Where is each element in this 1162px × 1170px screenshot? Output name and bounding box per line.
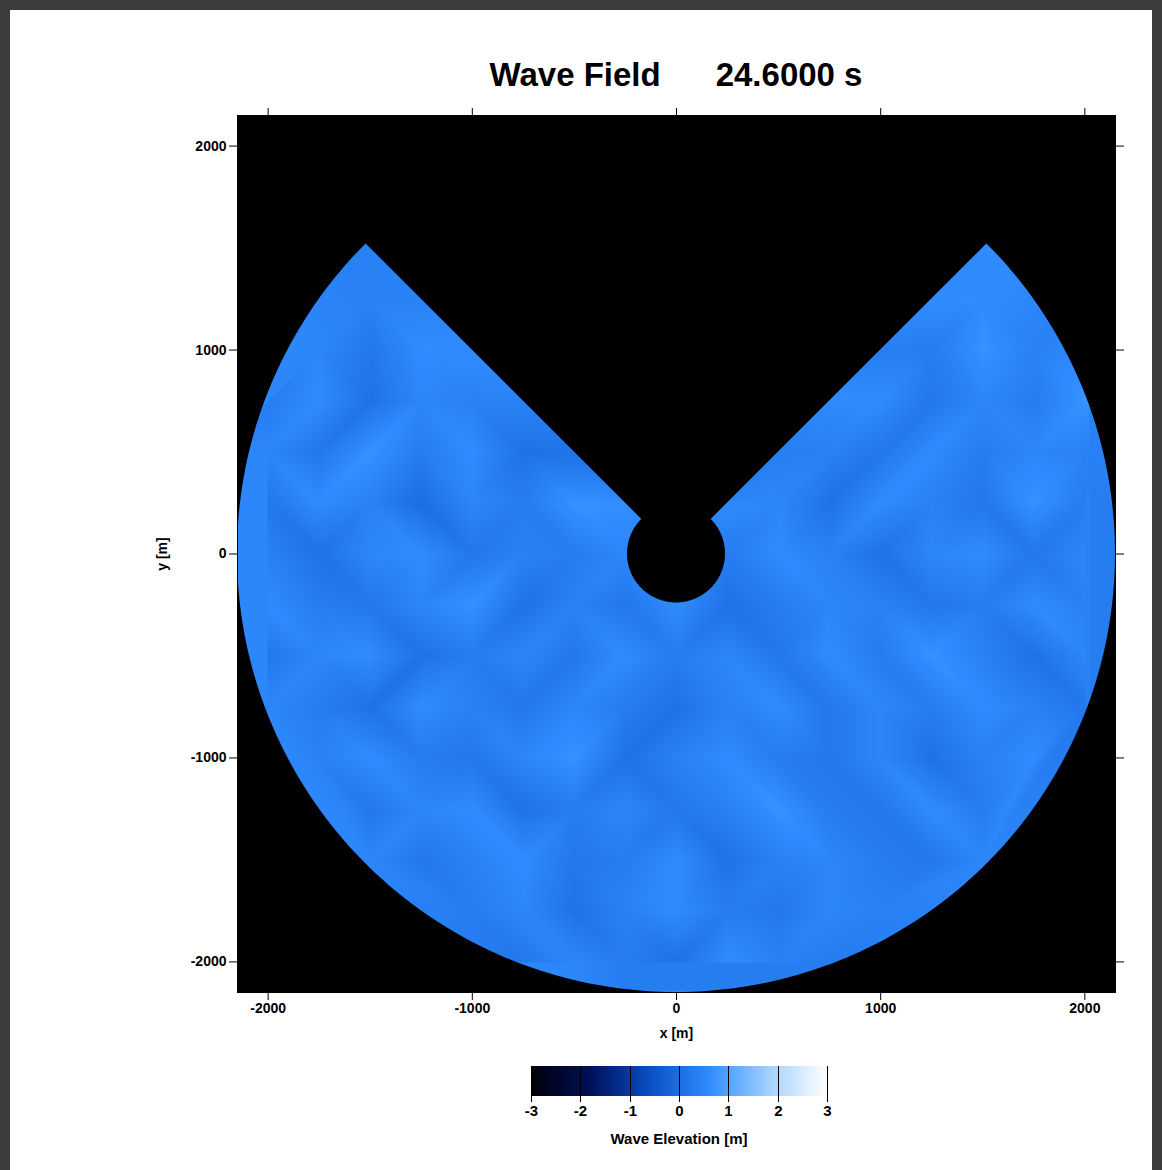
svg-text:2000: 2000 — [1069, 1000, 1100, 1016]
html-text:Wave Elevation [m]: Wave Elevation [m] — [610, 1130, 748, 1147]
svg-text:x [m]: x [m] — [660, 1025, 693, 1041]
svg-text:0: 0 — [673, 1000, 681, 1016]
svg-text:-1000: -1000 — [454, 1000, 490, 1016]
svg-text:0: 0 — [219, 545, 227, 561]
svg-text:2: 2 — [774, 1102, 782, 1119]
svg-text:-2000: -2000 — [250, 1000, 286, 1016]
svg-text:-2: -2 — [574, 1102, 587, 1119]
svg-text:1000: 1000 — [865, 1000, 896, 1016]
svg-text:y [m]: y [m] — [154, 537, 170, 570]
svg-text:3: 3 — [823, 1102, 831, 1119]
html-text:Wave Field 24.6000 s: Wave Field 24.6000 s — [489, 56, 863, 93]
svg-text:-3: -3 — [525, 1102, 538, 1119]
svg-text:-1000: -1000 — [191, 749, 227, 765]
svg-text:-2000: -2000 — [191, 953, 227, 969]
svg-text:-1: -1 — [624, 1102, 637, 1119]
svg-text:1000: 1000 — [195, 342, 226, 358]
svg-text:1: 1 — [724, 1102, 732, 1119]
svg-text:0: 0 — [675, 1102, 683, 1119]
svg-text:2000: 2000 — [195, 138, 226, 154]
